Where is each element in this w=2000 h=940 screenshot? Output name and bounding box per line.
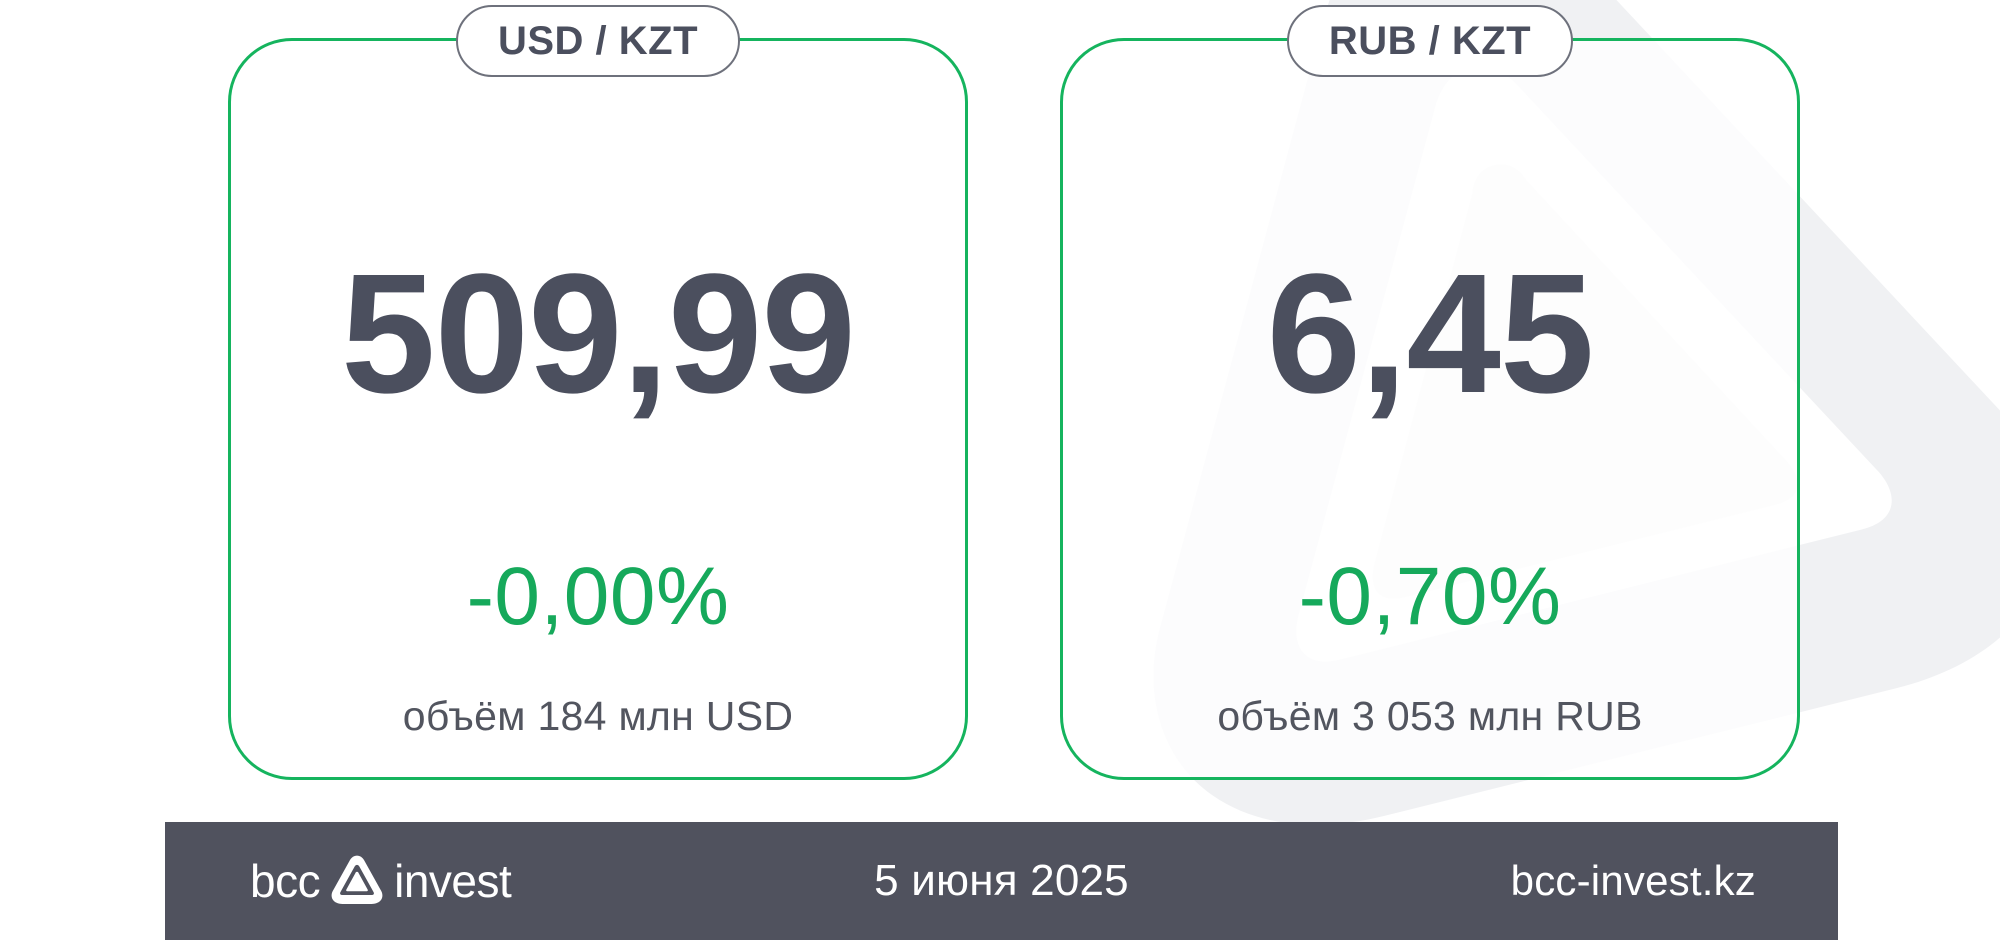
pair-label: RUB / KZT bbox=[1328, 18, 1532, 63]
bcc-invest-logo: bcc invest bbox=[250, 850, 512, 912]
rate-volume-usd-kzt: объём 184 млн USD bbox=[402, 693, 794, 739]
bcc-triangle-logo-icon bbox=[331, 855, 383, 904]
pair-badge-usd-kzt: USD / KZT bbox=[455, 5, 741, 77]
rate-value-usd-kzt: 509,99 bbox=[341, 239, 856, 429]
rate-card-usd-kzt: USD / KZT 509,99 -0,00% объём 184 млн US… bbox=[228, 5, 968, 780]
rate-value-rub-kzt: 6,45 bbox=[1266, 239, 1595, 429]
logo-text-bcc: bcc bbox=[250, 855, 321, 907]
logo-text-invest: invest bbox=[394, 855, 512, 907]
rate-change-usd-kzt: -0,00% bbox=[466, 551, 730, 642]
rate-change-rub-kzt: -0,70% bbox=[1298, 551, 1562, 642]
footer-bar: bcc invest 5 июня 2025 bcc-invest.kz bbox=[165, 822, 1838, 940]
footer-date: 5 июня 2025 bbox=[874, 856, 1129, 905]
pair-badge-rub-kzt: RUB / KZT bbox=[1286, 5, 1574, 77]
rate-volume-rub-kzt: объём 3 053 млн RUB bbox=[1217, 693, 1643, 739]
pair-label: USD / KZT bbox=[497, 18, 699, 63]
rate-card-rub-kzt: RUB / KZT 6,45 -0,70% объём 3 053 млн RU… bbox=[1060, 5, 1800, 780]
footer-url: bcc-invest.kz bbox=[1510, 857, 1756, 904]
